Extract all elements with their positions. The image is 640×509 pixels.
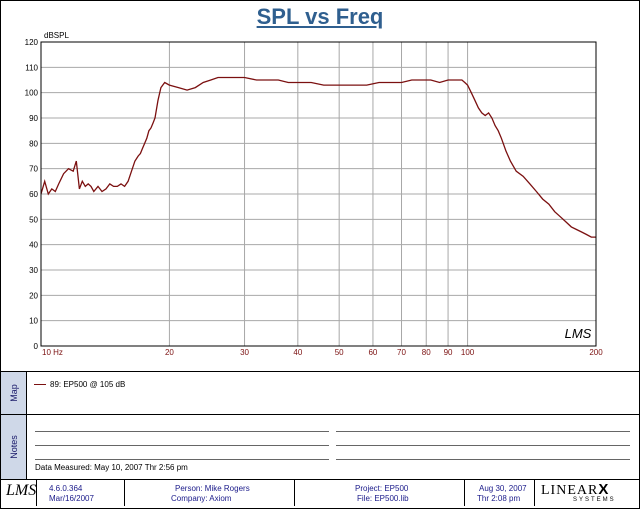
y-tick-label: 90 [29, 114, 38, 123]
x-tick-label: 50 [335, 348, 344, 357]
y-tick-label: 20 [29, 291, 38, 300]
company: Company: Axiom [171, 494, 232, 503]
notes-tab: Notes [1, 415, 27, 479]
x-tick-label: 20 [165, 348, 174, 357]
x-tick-label: 30 [240, 348, 249, 357]
y-tick-label: 70 [29, 165, 38, 174]
plot-border [40, 41, 597, 347]
note-line [35, 445, 329, 446]
y-tick-label: 30 [29, 266, 38, 275]
x-tick-labels: 10 Hz 20 30 40 50 60 70 80 90 100 200 [42, 348, 603, 357]
x-tick-label: 80 [422, 348, 431, 357]
notes-tab-label: Notes [8, 435, 19, 459]
brand-logo: LINEARX [541, 481, 609, 499]
y-axis-label: dBSPL [44, 31, 69, 40]
version: 4.6.0.364 [49, 484, 83, 493]
chart-title: SPL vs Freq [256, 4, 384, 29]
map-tab: Map [1, 372, 27, 414]
project: Project: EP500 [355, 484, 409, 493]
brand-cell: LINEARX SYSTEMS [534, 480, 639, 506]
footer-date: Aug 30, 2007 [479, 484, 527, 493]
footer-time: Thr 2:08 pm [477, 494, 521, 503]
y-tick-label: 80 [29, 139, 38, 148]
version-cell: 4.6.0.364 Mar/16/2007 [36, 480, 125, 506]
person-cell: Person: Mike Rogers Company: Axiom [124, 480, 295, 506]
y-tick-labels: 0 10 20 30 40 50 60 70 80 90 100 110 120 [25, 38, 39, 351]
brand-name: LINEAR [541, 483, 599, 498]
lms-watermark: LMS [565, 326, 592, 341]
brand-subtitle: SYSTEMS [573, 497, 616, 503]
y-tick-label: 0 [34, 342, 39, 351]
spl-chart: 0 10 20 30 40 50 60 70 80 90 100 110 120 10 Hz 20 30 40… [25, 31, 604, 357]
y-tick-label: 60 [29, 190, 38, 199]
note-line [35, 431, 329, 432]
footer [1, 479, 639, 480]
y-tick-label: 40 [29, 241, 38, 250]
spl-curve [40, 76, 596, 238]
x-tick-label: 60 [368, 348, 377, 357]
y-tick-label: 10 [29, 317, 38, 326]
map-tab-label: Map [8, 384, 19, 402]
note-line [35, 459, 329, 460]
y-tick-label: 120 [25, 38, 39, 47]
x-tick-label: 10 Hz [42, 348, 63, 357]
note-line [336, 459, 630, 460]
version-date: Mar/16/2007 [49, 494, 94, 503]
footer-logo: LMS [6, 482, 37, 499]
legend-swatch [34, 384, 46, 385]
note-line [336, 431, 630, 432]
date-measured: Data Measured: May 10, 2007 Thr 2:56 pm [35, 463, 188, 472]
person: Person: Mike Rogers [175, 484, 250, 493]
x-tick-label: 200 [589, 348, 603, 357]
y-tick-label: 100 [25, 89, 39, 98]
project-cell: Project: EP500 File: EP500.lib [294, 480, 465, 506]
legend-label: 89: EP500 @ 105 dB [50, 380, 126, 389]
date-cell: Aug 30, 2007 Thr 2:08 pm [464, 480, 535, 506]
note-line [336, 445, 630, 446]
y-tick-label: 50 [29, 215, 38, 224]
brand-x: X [598, 481, 610, 498]
x-tick-label: 40 [293, 348, 302, 357]
x-tick-label: 70 [397, 348, 406, 357]
x-tick-label: 90 [444, 348, 453, 357]
notes-section [1, 414, 639, 415]
y-tick-label: 110 [25, 63, 38, 72]
map-section [1, 371, 639, 372]
x-tick-label: 100 [461, 348, 475, 357]
file: File: EP500.lib [357, 494, 409, 503]
